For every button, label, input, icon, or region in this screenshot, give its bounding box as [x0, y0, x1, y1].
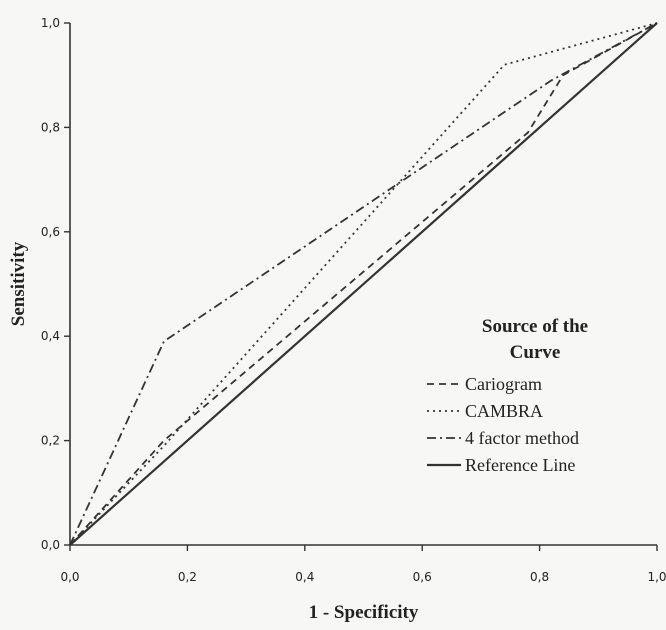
x-tick-label: 1,0: [647, 570, 666, 584]
y-tick-label: 0,2: [41, 434, 60, 448]
legend-label: CAMBRA: [465, 401, 543, 421]
series-line-cariogram: [69, 22, 658, 546]
x-tick-label: 0,4: [295, 570, 314, 584]
x-tick-label: 0,2: [178, 570, 197, 584]
series: [69, 22, 658, 546]
legend-label: Cariogram: [465, 374, 542, 394]
series-line-reference-line: [69, 22, 658, 546]
x-axis-title: 1 - Specificity: [309, 602, 419, 623]
series-line-cambra: [69, 22, 658, 546]
legend-label: Reference Line: [465, 455, 575, 475]
x-tick-label: 0,6: [413, 570, 432, 584]
y-tick-label: 0,4: [41, 329, 60, 343]
legend: Source of the Curve Cariogram CAMBRA 4 fac…: [427, 316, 588, 475]
y-axis-title: Sensitivity: [8, 241, 29, 326]
x-tick-label: 0,0: [60, 570, 79, 584]
y-tick-label: 1,0: [41, 16, 60, 30]
axes: [69, 23, 657, 546]
y-tick-label: 0,6: [41, 225, 60, 239]
legend-items: Cariogram CAMBRA 4 factor method Reference …: [427, 374, 579, 475]
y-tick-label: 0,0: [41, 538, 60, 552]
series-line-4-factor-method: [69, 22, 658, 546]
legend-title-line-1: Source of the: [482, 316, 588, 337]
legend-title-line-2: Curve: [510, 342, 561, 363]
legend-label: 4 factor method: [465, 428, 579, 448]
y-tick-label: 0,8: [41, 120, 60, 134]
x-tick-label: 0,8: [530, 570, 549, 584]
ticks: 0,0 0,2 0,4 0,6 0,8 1,0 0,0 0,2 0,4 0,6 0,8 1,0: [41, 16, 666, 584]
